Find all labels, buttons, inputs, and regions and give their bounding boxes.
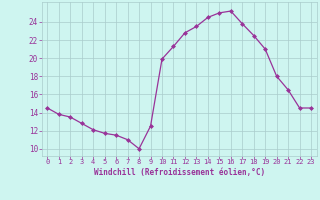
X-axis label: Windchill (Refroidissement éolien,°C): Windchill (Refroidissement éolien,°C)	[94, 168, 265, 177]
